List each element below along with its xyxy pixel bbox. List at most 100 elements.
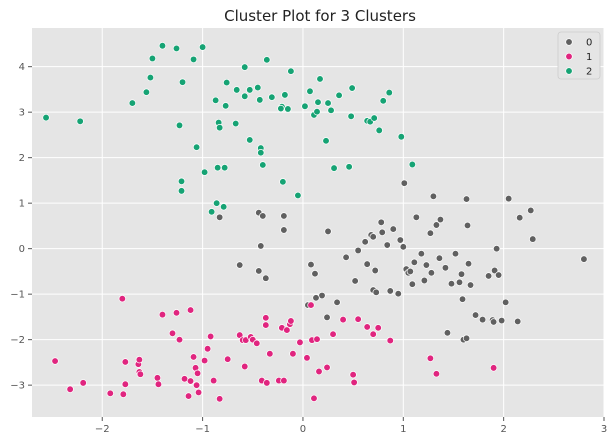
points — [42, 42, 588, 403]
data-point-cluster-2 — [213, 164, 222, 172]
data-point-cluster-0 — [417, 250, 426, 258]
data-point-cluster-0 — [443, 329, 452, 337]
data-point-cluster-1 — [135, 356, 144, 364]
data-point-cluster-1 — [175, 336, 184, 344]
data-point-cluster-0 — [490, 266, 499, 275]
data-point-cluster-0 — [466, 281, 475, 289]
data-point-cluster-0 — [422, 261, 431, 269]
x-tick-label: 1 — [400, 424, 406, 435]
data-point-cluster-1 — [287, 317, 295, 325]
data-point-cluster-1 — [180, 375, 189, 383]
data-point-cluster-2 — [408, 160, 416, 169]
data-point-cluster-1 — [283, 326, 291, 334]
data-point-cluster-1 — [307, 301, 315, 309]
data-point-cluster-2 — [128, 99, 137, 107]
data-point-cluster-2 — [294, 191, 302, 200]
data-point-cluster-0 — [257, 242, 265, 250]
x-axis: −2 −1 0 1 2 3 — [95, 417, 607, 435]
data-point-cluster-1 — [224, 355, 232, 363]
data-point-cluster-1 — [158, 310, 167, 319]
data-point-cluster-1 — [339, 315, 347, 324]
x-tick-label: 3 — [601, 424, 607, 435]
data-point-cluster-0 — [280, 226, 288, 234]
data-point-cluster-1 — [186, 306, 195, 314]
y-tick-label: −1 — [10, 290, 25, 301]
data-point-cluster-1 — [118, 295, 126, 303]
data-point-cluster-2 — [345, 163, 353, 171]
data-point-cluster-0 — [342, 253, 350, 261]
data-point-cluster-0 — [280, 212, 288, 220]
data-point-cluster-1 — [363, 323, 371, 331]
data-point-cluster-0 — [527, 206, 535, 215]
data-point-cluster-2 — [233, 86, 241, 94]
data-point-cluster-2 — [158, 42, 167, 50]
data-point-cluster-0 — [371, 266, 379, 275]
data-point-cluster-1 — [216, 395, 224, 403]
data-point-cluster-2 — [379, 97, 387, 105]
data-point-cluster-2 — [177, 177, 186, 185]
data-point-cluster-0 — [408, 280, 416, 288]
data-point-cluster-0 — [464, 260, 473, 268]
legend-box — [557, 31, 601, 80]
data-point-cluster-0 — [514, 317, 522, 326]
data-point-cluster-2 — [241, 63, 249, 71]
y-tick-label: 4 — [19, 62, 25, 73]
data-point-cluster-1 — [51, 357, 59, 365]
data-point-cluster-1 — [153, 374, 162, 382]
data-point-cluster-0 — [262, 274, 270, 282]
data-point-cluster-1 — [426, 354, 435, 362]
data-point-cluster-1 — [280, 376, 288, 385]
data-point-cluster-0 — [580, 255, 588, 263]
data-point-cluster-1 — [329, 330, 337, 338]
data-point-cluster-1 — [193, 369, 202, 377]
data-point-cluster-0 — [389, 225, 397, 233]
data-point-cluster-1 — [186, 377, 195, 385]
data-point-cluster-1 — [310, 394, 318, 402]
data-point-cluster-0 — [529, 235, 537, 243]
data-point-cluster-0 — [502, 298, 510, 306]
data-point-cluster-2 — [207, 208, 216, 216]
data-point-cluster-0 — [432, 221, 441, 229]
data-point-cluster-0 — [307, 260, 315, 269]
data-point-cluster-1 — [489, 364, 498, 372]
x-tick-label: −2 — [95, 424, 110, 435]
data-point-cluster-2 — [306, 87, 314, 95]
data-point-cluster-0 — [497, 316, 506, 325]
data-point-cluster-2 — [281, 91, 289, 99]
data-point-cluster-1 — [189, 353, 198, 361]
legend-marker — [565, 38, 573, 46]
data-point-cluster-2 — [284, 105, 292, 113]
data-point-cluster-2 — [223, 78, 231, 87]
data-point-cluster-0 — [516, 214, 524, 222]
data-point-cluster-2 — [246, 86, 254, 94]
data-point-cluster-0 — [351, 277, 359, 285]
data-point-cluster-2 — [256, 96, 264, 104]
data-point-cluster-2 — [221, 164, 229, 172]
data-point-cluster-0 — [312, 294, 320, 302]
legend-label: 1 — [586, 52, 592, 63]
data-point-cluster-2 — [347, 112, 355, 120]
y-tick-label: 1 — [19, 199, 25, 210]
data-point-cluster-2 — [375, 126, 383, 135]
data-point-cluster-2 — [348, 84, 356, 92]
x-tick-label: 0 — [300, 424, 306, 435]
data-point-cluster-1 — [209, 376, 218, 385]
data-point-cluster-1 — [121, 358, 129, 366]
data-point-cluster-0 — [386, 287, 394, 295]
y-tick-label: 2 — [19, 153, 25, 164]
data-point-cluster-0 — [396, 236, 404, 244]
data-point-cluster-1 — [386, 336, 394, 345]
data-point-cluster-2 — [259, 161, 267, 169]
data-point-cluster-1 — [289, 350, 297, 358]
data-point-cluster-0 — [426, 229, 435, 237]
data-point-cluster-2 — [212, 199, 221, 207]
data-point-cluster-1 — [66, 385, 74, 393]
data-point-cluster-2 — [175, 121, 184, 130]
data-point-cluster-0 — [383, 241, 391, 249]
data-point-cluster-1 — [296, 338, 304, 347]
legend: 0 1 2 — [557, 31, 601, 80]
data-point-cluster-2 — [301, 102, 309, 110]
data-point-cluster-1 — [263, 379, 271, 387]
data-point-cluster-2 — [216, 123, 224, 132]
data-point-cluster-1 — [369, 330, 377, 338]
